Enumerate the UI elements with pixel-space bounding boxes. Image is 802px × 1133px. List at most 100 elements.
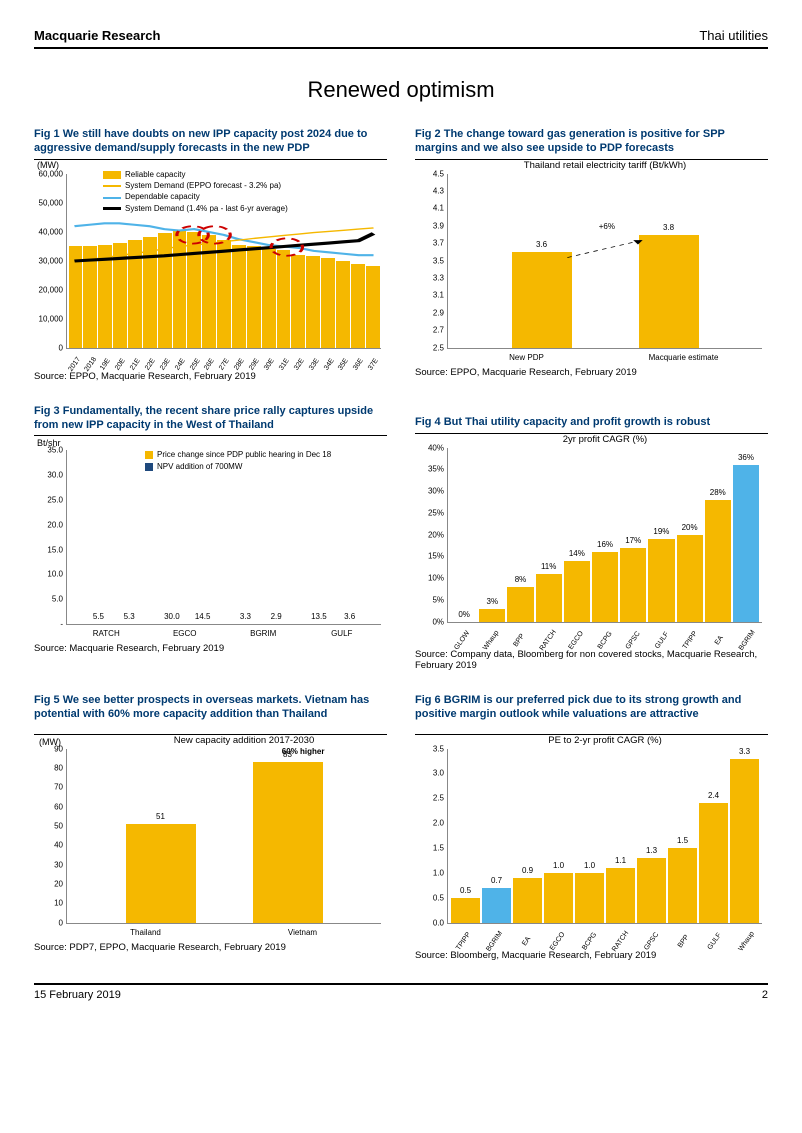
y-tick: 5% (432, 595, 444, 604)
bar-label: 5.5 (93, 612, 104, 621)
fig2-source: Source: EPPO, Macquarie Research, Februa… (415, 367, 768, 378)
y-tick: 3.5 (433, 256, 444, 265)
bar (336, 261, 350, 348)
fig5-title: Fig 5 We see better prospects in oversea… (34, 693, 387, 735)
bar: 1.5 (668, 848, 697, 923)
y-tick: 80 (54, 763, 63, 772)
bar (306, 256, 320, 347)
y-tick: 3.7 (433, 239, 444, 248)
y-tick: 25% (428, 508, 444, 517)
fig1-title: Fig 1 We still have doubts on new IPP ca… (34, 127, 387, 160)
bar-label: 14% (569, 549, 585, 558)
y-tick: 3.3 (433, 274, 444, 283)
fig5-annotation: 60% higher (282, 747, 325, 756)
bar: 1.0 (575, 873, 604, 923)
header-subject: Thai utilities (699, 28, 768, 43)
fig1-yunit: (MW) (37, 160, 59, 170)
bar-label: 0.9 (522, 866, 533, 875)
fig2-inner-title: Thailand retail electricity tariff (Bt/k… (448, 160, 762, 171)
y-tick: 40 (54, 841, 63, 850)
bar (262, 249, 276, 348)
bar (291, 255, 305, 348)
bar-label: 30.0 (164, 612, 180, 621)
bar-label: 20% (682, 523, 698, 532)
fig1-chart: (MW) Reliable capacitySystem Demand (EPP… (66, 174, 381, 349)
bar (232, 245, 246, 348)
bar (202, 235, 216, 348)
y-tick: 3.9 (433, 221, 444, 230)
y-tick: 15% (428, 552, 444, 561)
y-tick: 4.3 (433, 187, 444, 196)
y-tick: 10% (428, 574, 444, 583)
bar: 3.6 (512, 252, 572, 348)
bar (321, 258, 335, 348)
bar-label: 0% (458, 610, 470, 619)
bar-label: 1.0 (584, 861, 595, 870)
bar-label: 3.6 (536, 240, 547, 249)
y-tick: 30.0 (47, 471, 63, 480)
bar (83, 246, 97, 348)
y-tick: 60,000 (39, 169, 63, 178)
bar (217, 240, 231, 347)
y-tick: 30 (54, 860, 63, 869)
y-tick: 25.0 (47, 495, 63, 504)
y-tick: 35.0 (47, 446, 63, 455)
x-label: EGCO (146, 629, 225, 638)
footer-date: 15 February 2019 (34, 989, 121, 1001)
y-tick: 60 (54, 802, 63, 811)
bar-label: 3.6 (344, 612, 355, 621)
bar-label: 14.5 (195, 612, 211, 621)
bar: 0.7 (482, 888, 511, 923)
bar (173, 230, 187, 347)
bar: 1.3 (637, 858, 666, 923)
bar (247, 246, 261, 348)
main-title: Renewed optimism (34, 77, 768, 103)
page-footer: 15 February 2019 2 (34, 983, 768, 1001)
fig5-chart: (MW) New capacity addition 2017-2030 010… (66, 749, 381, 924)
y-tick: 1.0 (433, 868, 444, 877)
bar (277, 250, 291, 347)
fig2-title: Fig 2 The change toward gas generation i… (415, 127, 768, 160)
bar-label: 36% (738, 453, 754, 462)
fig5-source: Source: PDP7, EPPO, Macquarie Research, … (34, 942, 387, 953)
y-tick: 70 (54, 783, 63, 792)
fig4-title: Fig 4 But Thai utility capacity and prof… (415, 404, 768, 434)
bar (69, 246, 83, 348)
bar-label: 16% (597, 540, 613, 549)
bar (366, 266, 380, 347)
y-tick: 10 (54, 899, 63, 908)
bar-label: 0.5 (460, 886, 471, 895)
y-tick: 20.0 (47, 520, 63, 529)
y-tick: 3.1 (433, 291, 444, 300)
fig4: Fig 4 But Thai utility capacity and prof… (415, 404, 768, 671)
y-tick: 10,000 (39, 314, 63, 323)
bar: 1.1 (606, 868, 635, 923)
fig4-inner-title: 2yr profit CAGR (%) (448, 434, 762, 445)
x-label: BGRIM (224, 629, 303, 638)
figure-grid: Fig 1 We still have doubts on new IPP ca… (34, 127, 768, 961)
bar: 3% (479, 609, 505, 622)
bar-label: 1.5 (677, 836, 688, 845)
fig1-source: Source: EPPO, Macquarie Research, Februa… (34, 371, 387, 382)
bar: 11% (536, 574, 562, 622)
bar: 3.3 (730, 759, 759, 923)
fig2-annotation: +6% (599, 222, 615, 231)
bar (158, 233, 172, 348)
bar: 14% (564, 561, 590, 622)
bar (128, 240, 142, 347)
y-tick: 1.5 (433, 844, 444, 853)
y-tick: 3.5 (433, 744, 444, 753)
y-tick: - (60, 620, 63, 629)
bar: 20% (677, 535, 703, 622)
bar: 36% (733, 465, 759, 622)
y-tick: 10.0 (47, 570, 63, 579)
fig2: Fig 2 The change toward gas generation i… (415, 127, 768, 382)
bar-label: 2.9 (271, 612, 282, 621)
x-label: GULF (303, 629, 382, 638)
bar-label: 19% (653, 527, 669, 536)
x-label: Thailand (67, 928, 224, 937)
y-tick: 3.0 (433, 769, 444, 778)
bar-label: 28% (710, 488, 726, 497)
bar-label: 0.7 (491, 876, 502, 885)
y-tick: 4.5 (433, 169, 444, 178)
